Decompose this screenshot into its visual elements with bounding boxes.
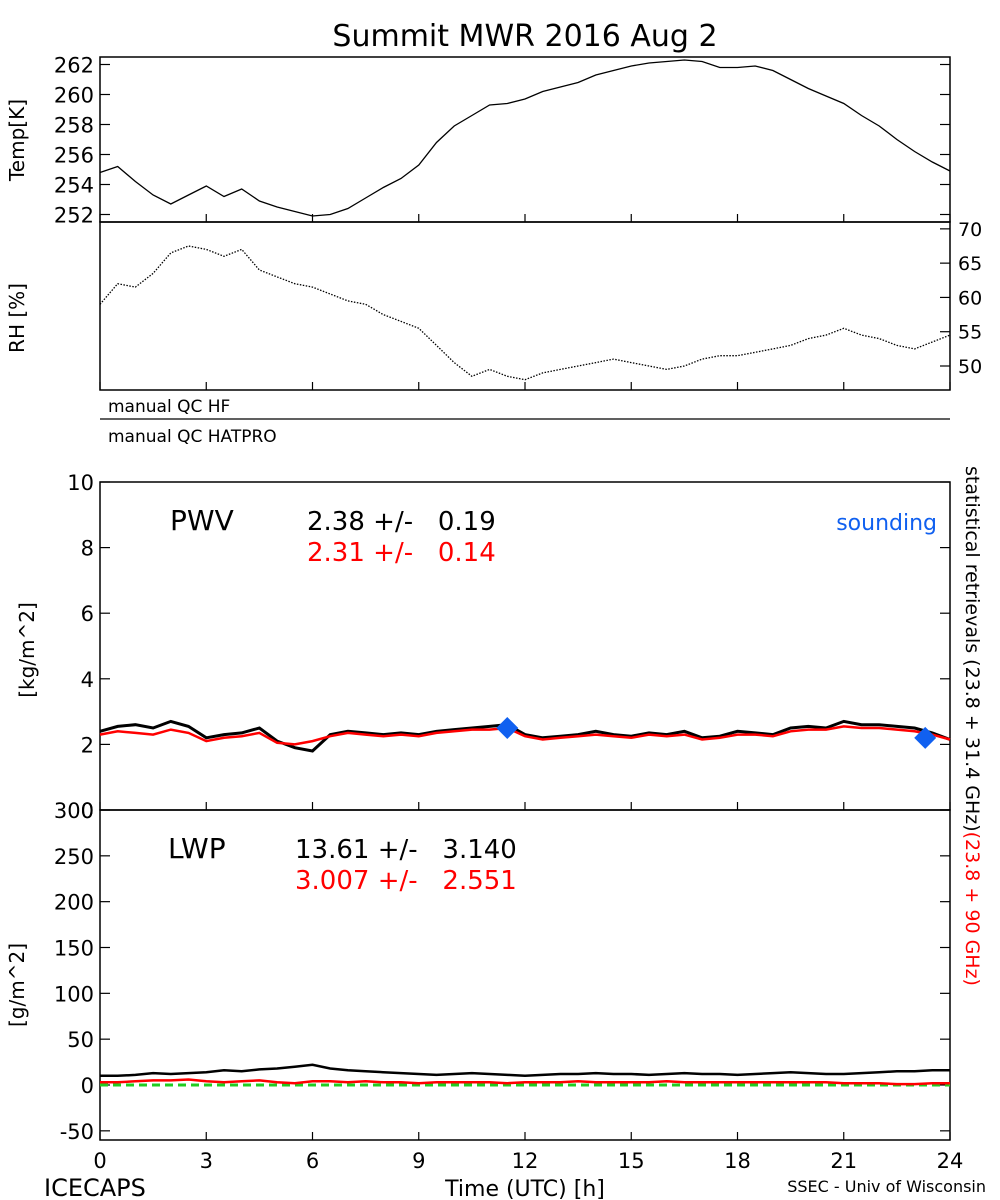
qc-flag-hf: manual QC HF — [108, 397, 230, 417]
figure-title: Summit MWR 2016 Aug 2 — [332, 19, 717, 54]
svg-text:statistical retrievals (23.8 +: statistical retrievals (23.8 + 31.4 GHz)… — [961, 466, 983, 986]
lwp-panel: -50 0 50 100 150 200 250 300 0 3 6 9 12 15 18 21 24 [g/… — [5, 799, 963, 1173]
right-label-red: (23.8 + 90 GHz) — [961, 832, 983, 986]
pwv-ytick-label: 8 — [81, 537, 94, 561]
temp-ytick-label: 252 — [54, 204, 94, 228]
rh-ytick-label: 60 — [958, 287, 982, 309]
sounding-markers — [496, 717, 937, 749]
pwv-ylabel: [kg/m^2] — [15, 602, 39, 698]
lwp-series-red — [100, 1078, 950, 1086]
lwp-ytick-label: 250 — [54, 845, 94, 869]
lwp-series-black — [100, 1063, 950, 1078]
pwv-ytick-label: 4 — [81, 668, 94, 692]
right-side-label: statistical retrievals (23.8 + 31.4 GHz)… — [961, 466, 983, 986]
temp-series-line — [99, 59, 951, 217]
rh-ylabel: RH [%] — [5, 283, 29, 353]
pwv-stat-red: 2.31 +/- 0.14 — [307, 538, 496, 568]
pwv-label: PWV — [170, 504, 234, 537]
lwp-ytick-label: 200 — [54, 891, 94, 915]
lwp-stat-red: 3.007 +/- 2.551 — [295, 866, 517, 896]
lwp-stat-black: 13.61 +/- 3.140 — [295, 835, 517, 865]
pwv-ytick-label: 10 — [67, 471, 94, 495]
lwp-ytick-label: -50 — [60, 1120, 94, 1144]
temp-yticks: 252 254 256 258 260 262 — [54, 54, 951, 228]
sounding-marker — [496, 717, 519, 739]
temp-ytick-label: 258 — [54, 114, 94, 138]
lwp-ytick-label: 300 — [54, 799, 94, 823]
right-label-black: statistical retrievals (23.8 + 31.4 GHz) — [961, 466, 983, 832]
xtick-label: 15 — [618, 1149, 645, 1173]
xtick-label: 12 — [512, 1149, 539, 1173]
qc-flag-hatpro: manual QC HATPRO — [108, 427, 277, 447]
xtick-label: 24 — [937, 1149, 964, 1173]
qc-flags: manual QC HF manual QC HATPRO — [100, 397, 950, 447]
temp-ytick-label: 256 — [54, 144, 94, 168]
footer-left: ICECAPS — [44, 1174, 146, 1200]
pwv-stat-black: 2.38 +/- 0.19 — [307, 507, 496, 537]
pwv-ytick-label: 6 — [81, 602, 94, 626]
temp-ytick-label: 262 — [54, 54, 94, 78]
lwp-ytick-label: 150 — [54, 937, 94, 961]
pwv-ytick-label: 2 — [81, 733, 94, 757]
x-axis-label: Time (UTC) [h] — [444, 1177, 605, 1200]
rh-ytick-label: 70 — [958, 219, 982, 241]
rh-ytick-label: 50 — [958, 356, 982, 378]
xtick-label: 3 — [200, 1149, 213, 1173]
pwv-series-red — [99, 725, 951, 746]
temp-ylabel: Temp[K] — [5, 99, 29, 182]
pwv-panel: 0 2 4 6 8 10 [kg/m^2] PWV 2.38 +/- 0.19 2.31 … — [15, 471, 951, 823]
sounding-legend: sounding — [836, 511, 937, 536]
lwp-xticks: 0 3 6 9 12 15 18 21 24 — [93, 1149, 963, 1173]
temp-ytick-label: 260 — [54, 84, 94, 108]
rh-yticks: 50 55 60 65 70 — [99, 219, 982, 390]
pwv-ytick-label: 0 — [81, 799, 94, 823]
xtick-label: 18 — [724, 1149, 751, 1173]
lwp-ytick-label: 0 — [81, 1074, 94, 1098]
rh-series-line — [99, 245, 951, 381]
lwp-ytick-label: 100 — [54, 982, 94, 1006]
pwv-series-black — [99, 719, 951, 753]
xtick-label: 9 — [412, 1149, 425, 1173]
xtick-label: 0 — [93, 1149, 106, 1173]
temp-panel: 252 254 256 258 260 262 Temp[K] — [5, 54, 951, 228]
xtick-label: 6 — [306, 1149, 319, 1173]
lwp-label: LWP — [168, 832, 226, 865]
rh-ytick-label: 55 — [958, 322, 982, 344]
lwp-ytick-label: 50 — [67, 1028, 94, 1052]
footer-right: SSEC - Univ of Wisconsin — [787, 1177, 986, 1196]
rh-ytick-label: 65 — [958, 253, 982, 275]
rh-panel: 50 55 60 65 70 RH [%] — [5, 219, 982, 391]
lwp-yticks: -50 0 50 100 150 200 250 300 — [54, 799, 951, 1144]
xtick-label: 21 — [830, 1149, 857, 1173]
lwp-ylabel: [g/m^2] — [5, 943, 29, 1027]
temp-ytick-label: 254 — [54, 174, 94, 198]
pwv-yticks: 0 2 4 6 8 10 — [67, 471, 951, 823]
sounding-marker — [914, 726, 937, 749]
